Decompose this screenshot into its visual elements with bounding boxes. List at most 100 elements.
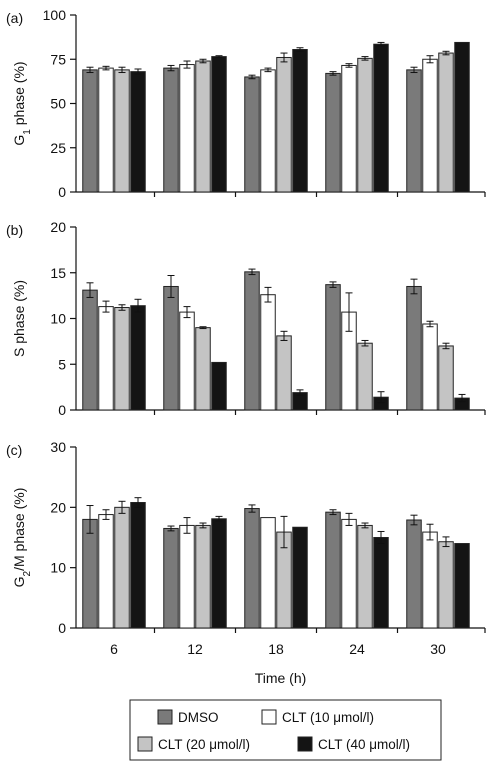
panel-label: (b) xyxy=(6,222,23,238)
bar-30h-series1 xyxy=(406,519,422,629)
error-bar xyxy=(410,514,418,526)
error-bar xyxy=(215,515,223,522)
error-bar xyxy=(134,497,142,508)
bar-6h-series3 xyxy=(114,307,130,411)
x-tick-label: 6 xyxy=(110,641,118,657)
legend-label: CLT (10 μmol/l) xyxy=(282,710,374,725)
error-bar xyxy=(248,268,256,276)
bar-30h-series4 xyxy=(454,543,470,629)
error-bar xyxy=(296,47,304,52)
bar-12h-series4 xyxy=(211,518,227,629)
bar-24h-series4 xyxy=(373,537,389,629)
bar-12h-series4 xyxy=(211,361,227,411)
chart-panel-1: (a) 0 25 50 75 100 G1 phase (%) xyxy=(6,7,486,200)
error-bar xyxy=(329,281,337,288)
bar-6h-series1 xyxy=(82,69,98,193)
legend-swatch xyxy=(297,736,313,752)
bar-30h-series1 xyxy=(406,285,422,411)
bar-12h-series3 xyxy=(195,60,211,193)
bar-24h-series2 xyxy=(341,518,357,629)
error-bar xyxy=(296,389,304,396)
bar-12h-series1 xyxy=(163,527,179,629)
y-tick-label: 25 xyxy=(50,140,66,156)
x-tick-label: 12 xyxy=(187,641,203,657)
error-bar xyxy=(248,504,256,513)
y-tick-label: 20 xyxy=(50,219,66,235)
error-bar xyxy=(167,525,175,532)
bar-18h-series2 xyxy=(260,69,276,193)
error-bar xyxy=(280,330,288,341)
legend-swatch xyxy=(261,709,277,725)
error-bar xyxy=(377,530,385,545)
bar-12h-series2 xyxy=(179,311,195,411)
error-bar xyxy=(280,52,288,63)
y-axis-label-rest: phase (%) xyxy=(11,61,27,129)
error-bar xyxy=(118,66,126,74)
error-bar xyxy=(410,66,418,74)
bar-24h-series3 xyxy=(357,57,373,193)
bar-6h-series4 xyxy=(130,71,146,193)
legend-item-3: CLT (20 μmol/l) xyxy=(137,736,250,752)
bar-30h-series3 xyxy=(438,52,454,193)
error-bar xyxy=(167,64,175,72)
chart-panel-2: (b) 0 5 10 15 20 S phase (%) xyxy=(6,219,486,418)
bar-18h-series1 xyxy=(244,76,260,193)
y-tick-label: 20 xyxy=(50,499,66,515)
error-bar xyxy=(86,282,94,298)
error-bar xyxy=(86,66,94,74)
error-bar xyxy=(102,509,110,520)
legend-swatch xyxy=(137,736,153,752)
y-axis-label-subscript: 1 xyxy=(22,129,33,135)
bar-12h-series1 xyxy=(163,67,179,193)
error-bar xyxy=(345,512,353,526)
error-bar xyxy=(134,68,142,75)
error-bar xyxy=(248,74,256,80)
bar-24h-series1 xyxy=(325,511,341,629)
bar-6h-series4 xyxy=(130,305,146,411)
error-bar xyxy=(442,342,450,350)
error-bar xyxy=(442,50,450,56)
legend-item-2: CLT (10 μmol/l) xyxy=(261,709,374,725)
error-bar xyxy=(199,522,207,529)
bar-30h-series2 xyxy=(422,531,438,629)
error-bar xyxy=(345,292,353,332)
chart-legend: DMSO CLT (10 μmol/l) CLT (20 μmol/l) CLT (4… xyxy=(129,699,442,761)
bar-12h-series3 xyxy=(195,524,211,629)
y-tick-label: 0 xyxy=(58,184,66,200)
error-bar xyxy=(361,339,369,347)
error-bar xyxy=(167,274,175,298)
legend-box xyxy=(129,699,442,761)
y-axis-label-main: S phase (%) xyxy=(11,280,27,357)
error-bar xyxy=(426,320,434,328)
bar-12h-series2 xyxy=(179,524,195,629)
y-tick-label: 50 xyxy=(50,96,66,112)
legend-item-1: DMSO xyxy=(157,709,219,725)
y-tick-label: 75 xyxy=(50,51,66,67)
panel-label: (a) xyxy=(6,10,23,26)
x-tick-label: 30 xyxy=(430,641,446,657)
y-axis-label-subscript: 2 xyxy=(22,570,33,576)
legend-label: CLT (20 μmol/l) xyxy=(158,737,250,752)
bar-24h-series3 xyxy=(357,524,373,629)
bar-12h-series1 xyxy=(163,285,179,411)
bar-6h-series1 xyxy=(82,518,98,629)
error-bar xyxy=(410,278,418,295)
bar-6h-series3 xyxy=(114,506,130,629)
error-bar xyxy=(183,306,191,319)
bar-30h-series1 xyxy=(406,69,422,193)
error-bar xyxy=(134,298,142,313)
chart-panel-3: (c) 0 10 20 30 G2/M phase (%) 6 12 18 24 30 Time (h… xyxy=(6,439,486,686)
panel-label: (c) xyxy=(6,442,22,458)
y-tick-label: 0 xyxy=(58,402,66,418)
y-tick-label: 5 xyxy=(58,356,66,372)
bar-30h-series4 xyxy=(454,41,470,193)
error-bar xyxy=(118,500,126,514)
error-bar xyxy=(426,523,434,541)
bar-12h-series4 xyxy=(211,56,227,193)
legend-label: DMSO xyxy=(178,710,219,725)
bar-24h-series4 xyxy=(373,43,389,193)
bar-24h-series2 xyxy=(341,64,357,193)
y-tick-label: 0 xyxy=(58,620,66,636)
